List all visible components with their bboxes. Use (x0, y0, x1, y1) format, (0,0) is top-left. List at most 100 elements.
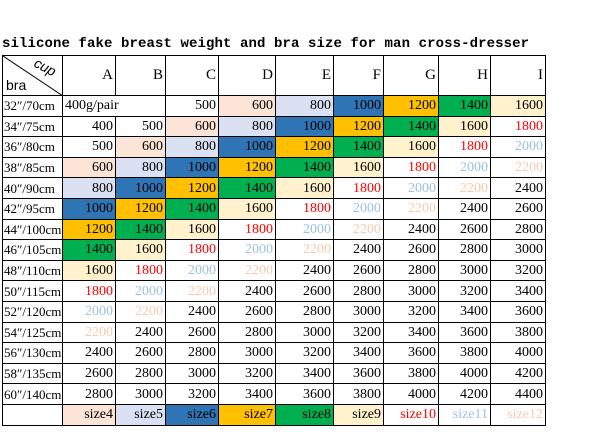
cell: 1600 (490, 95, 546, 117)
cell: 2600 (438, 218, 491, 241)
cell: 2000 (218, 239, 276, 261)
cell: 3800 (490, 321, 546, 344)
cell: 1600 (165, 218, 219, 241)
cell: 3600 (333, 362, 384, 385)
row-label: 54″/125cm (2, 321, 63, 344)
cell: 3400 (333, 342, 384, 364)
cell: 3000 (218, 342, 276, 364)
cell: 2600 (275, 280, 334, 302)
cell: 2600 (62, 362, 116, 385)
bra-label: bra (6, 77, 26, 93)
cell: 3600 (490, 300, 546, 323)
cell: 1200 (333, 115, 384, 138)
cell: 500 (165, 95, 219, 117)
size-cell: size8 (275, 403, 334, 426)
cell: 1000 (62, 197, 116, 220)
row: 36″/80cm 500 600 800 1000 1200 1400 1600 1800 200… (2, 136, 546, 158)
cell: 1400 (165, 197, 219, 220)
column-header: D (218, 55, 276, 96)
cell: 2400 (115, 321, 166, 344)
cell: 2400 (333, 239, 384, 261)
cell: 2800 (438, 239, 491, 261)
cell: 2600 (383, 239, 439, 261)
cell: 2200 (275, 239, 334, 261)
cup-label: cup (32, 56, 60, 79)
cell: 3400 (383, 321, 439, 344)
cell: 2200 (218, 259, 276, 282)
cell: 1800 (218, 218, 276, 241)
cell: 4000 (383, 383, 439, 405)
cell: 2200 (438, 177, 491, 199)
size-cell: size11 (438, 403, 491, 426)
column-header: G (383, 55, 439, 96)
cell: 1600 (218, 197, 276, 220)
row: 52″/120cm 2000 2200 2400 2600 2800 3000 3200 340… (2, 300, 546, 323)
cell: 1800 (383, 156, 439, 179)
row: 58″/135cm 2600 2800 3000 3200 3400 3600 3800 400… (2, 362, 546, 385)
cell: 2000 (62, 300, 116, 323)
cell: 2800 (115, 362, 166, 385)
size-cell: size9 (333, 403, 384, 426)
cell: 1400 (333, 136, 384, 158)
size-cell: size4 (62, 403, 116, 426)
cell: 1200 (383, 95, 439, 117)
cell: 2800 (218, 321, 276, 344)
column-header: E (275, 55, 334, 96)
size-cell: size5 (115, 403, 166, 426)
column-header: F (333, 55, 384, 96)
cell: 800 (218, 115, 276, 138)
column-header: I (490, 55, 546, 96)
cell: 3800 (438, 342, 491, 364)
cell: 3200 (333, 321, 384, 344)
cell: 1200 (62, 218, 116, 241)
cell: 3000 (115, 383, 166, 405)
cell: 3400 (275, 362, 334, 385)
cell: 600 (62, 156, 116, 179)
header-row: cup bra A B C D E F G H I (2, 55, 546, 96)
cell: 1200 (165, 177, 219, 199)
cell: 2800 (490, 218, 546, 241)
corner-cell: cup bra (2, 55, 63, 96)
size-cell: size10 (383, 403, 439, 426)
row: 46″/105cm 1400 1600 1800 2000 2200 2400 2600 280… (2, 239, 546, 261)
cell: 3200 (165, 383, 219, 405)
column-header: B (115, 55, 166, 96)
cell: 2400 (165, 300, 219, 323)
cell: 3000 (438, 259, 491, 282)
cell: 2400 (383, 218, 439, 241)
cell: 1400 (62, 239, 116, 261)
cell: 1600 (333, 156, 384, 179)
cell: 1200 (275, 136, 334, 158)
row-label: 38″/85cm (2, 156, 63, 179)
cell: 2000 (490, 136, 546, 158)
cell: 3200 (383, 300, 439, 323)
cell: 1800 (438, 136, 491, 158)
cell: 1800 (165, 239, 219, 261)
cell: 3400 (490, 280, 546, 302)
cell: 3600 (438, 321, 491, 344)
cell: 1000 (218, 136, 276, 158)
footer-row: size4 size5 size6 size7 size8 size9 size10 size… (2, 403, 546, 426)
row-label: 58″/135cm (2, 362, 63, 385)
cell: 1000 (275, 115, 334, 138)
row: 50″/115cm 1800 2000 2200 2400 2600 2800 3000 320… (2, 280, 546, 302)
size-table: cup bra A B C D E F G H I 32″/70cm 400g/pair 500 600 80… (2, 55, 546, 426)
cell: 3800 (383, 362, 439, 385)
cell: 2400 (62, 342, 116, 364)
cell: 1600 (383, 136, 439, 158)
cell: 2600 (165, 321, 219, 344)
cell: 2400 (490, 177, 546, 199)
cell: 2400 (218, 280, 276, 302)
cell: 1800 (62, 280, 116, 302)
cell: 2200 (62, 321, 116, 344)
cell: 2000 (333, 197, 384, 220)
cell: 1000 (165, 156, 219, 179)
cell: 2800 (383, 259, 439, 282)
cell: 1600 (62, 259, 116, 282)
cell: 2000 (275, 218, 334, 241)
cell: 2200 (333, 218, 384, 241)
cell: 1600 (438, 115, 491, 138)
cell: 2200 (165, 280, 219, 302)
cell: 3000 (490, 239, 546, 261)
